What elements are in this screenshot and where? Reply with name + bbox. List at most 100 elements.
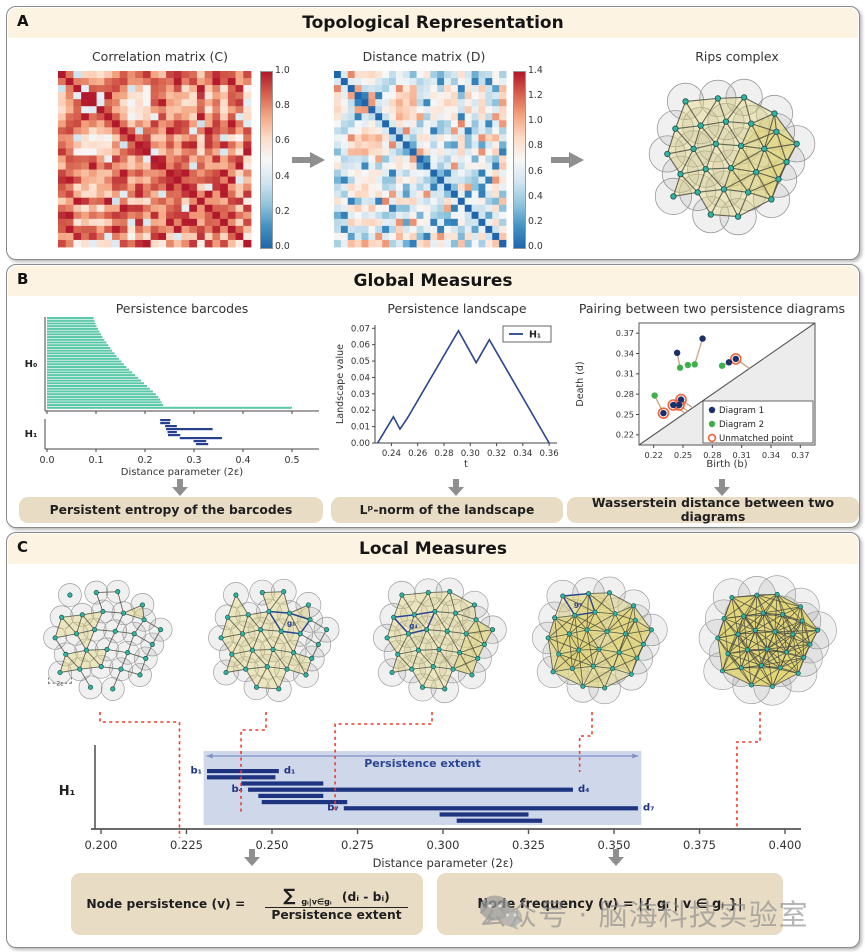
svg-text:0.32: 0.32 [487, 449, 506, 459]
svg-text:g₁: g₁ [287, 619, 296, 628]
colorbar-tick: 0.8 [528, 140, 543, 152]
colorbar-tick: 1.2 [528, 90, 543, 102]
svg-text:d₄: d₄ [578, 784, 590, 795]
svg-text:0.325: 0.325 [512, 838, 545, 852]
correlation-heatmap [58, 71, 252, 248]
rips-graph-scale-2: g₁ [208, 578, 340, 702]
panel-a-header: Topological Representation [8, 8, 858, 38]
panel-b-title: Global Measures [353, 271, 513, 291]
svg-text:0.25: 0.25 [674, 450, 692, 460]
correlation-colorbar: 1.0 0.8 0.6 0.4 0.2 0.0 [260, 65, 290, 252]
panel-b-label: B [17, 270, 29, 288]
persistence-barcodes-chart: 0.0 0.1 0.2 0.3 0.4 0.5 H₀ H₁ Distance parameter… [25, 317, 319, 478]
arrow-right-icon [292, 152, 325, 168]
svg-text:0.250: 0.250 [256, 838, 289, 852]
svg-text:0.28: 0.28 [616, 389, 634, 399]
svg-text:H₀: H₀ [25, 359, 38, 370]
svg-text:Diagram 2: Diagram 2 [719, 420, 764, 430]
svg-text:0.31: 0.31 [733, 450, 751, 460]
colorbar-tick: 1.0 [275, 65, 290, 76]
svg-text:g₄: g₄ [409, 621, 418, 630]
persistence-pairing-chart: 0.22 0.25 0.28 0.31 0.34 0.37 0.22 0.25 0.28 0.31… [575, 322, 816, 470]
rips-graph-scale-3: g₄ [372, 577, 507, 704]
svg-text:b₄: b₄ [232, 784, 244, 795]
svg-text:d₇: d₇ [643, 803, 655, 814]
distance-colorbar: 1.4 1.2 1.0 0.8 0.6 0.4 0.2 0.0 [513, 65, 543, 252]
panel-a-label: A [17, 12, 29, 30]
node-frequency-formula: Node frequency (v) = |{ gᵢ | v ∈ gᵢ }| [477, 896, 743, 912]
formula-box-node-persistence: Node persistence (v) = ∑ gᵢ|v∈gᵢ (dᵢ - bᵢ… [71, 873, 423, 935]
arrow-down-icon [244, 849, 260, 866]
node-persistence-fraction: ∑ gᵢ|v∈gᵢ (dᵢ - bᵢ) Persistence extent [259, 886, 413, 922]
svg-text:0.400: 0.400 [769, 838, 802, 852]
svg-text:H₁: H₁ [59, 784, 76, 799]
svg-text:Death (d): Death (d) [575, 361, 586, 406]
rips-complex-title: Rips complex [695, 49, 779, 64]
pairing-title: Pairing between two persistence diagrams [578, 301, 846, 316]
svg-text:0.31: 0.31 [616, 369, 634, 379]
local-barcode-chart: Persistence extent b₁ d₁ b₄ d₄ b₇ d₇ 0.200 0.225… [59, 745, 802, 870]
svg-text:0.300: 0.300 [427, 838, 460, 852]
svg-text:0.22: 0.22 [645, 450, 663, 460]
rips-graph-scale-5 [698, 575, 837, 706]
persistence-landscape-chart: 0.00 0.01 0.02 0.03 0.04 0.05 0.06 0.07 0.24 0.26… [335, 324, 559, 470]
svg-text:0.225: 0.225 [170, 838, 203, 852]
arrow-down-icon [172, 479, 188, 496]
svg-text:0.24: 0.24 [382, 449, 401, 459]
svg-text:b₇: b₇ [327, 803, 339, 814]
svg-text:0.30: 0.30 [461, 449, 480, 459]
landscape-title: Persistence landscape [387, 301, 527, 316]
colorbar-tick: 0.4 [275, 170, 290, 182]
svg-text:0.02: 0.02 [351, 406, 370, 416]
svg-text:0.07: 0.07 [351, 324, 370, 334]
svg-text:0.36: 0.36 [540, 449, 559, 459]
colorbar-tick: 0.0 [528, 241, 543, 252]
svg-text:H₁: H₁ [25, 429, 38, 440]
colorbar-tick: 0.8 [275, 100, 290, 112]
svg-text:0.00: 0.00 [351, 439, 370, 449]
svg-text:0.06: 0.06 [351, 341, 370, 351]
svg-text:Distance parameter (2ε): Distance parameter (2ε) [373, 856, 514, 870]
correlation-matrix-title: Correlation matrix (C) [91, 49, 229, 64]
svg-text:0.03: 0.03 [351, 390, 370, 400]
svg-text:0.04: 0.04 [351, 373, 370, 383]
arrow-down-icon [714, 479, 730, 496]
svg-text:0.05: 0.05 [351, 357, 370, 367]
svg-text:Distance parameter (2ε): Distance parameter (2ε) [121, 467, 244, 478]
svg-text:0.28: 0.28 [703, 450, 721, 460]
svg-text:0.34: 0.34 [762, 450, 780, 460]
panel-c-label: C [17, 538, 29, 556]
svg-text:0.375: 0.375 [683, 838, 716, 852]
svg-text:0.25: 0.25 [616, 409, 634, 419]
svg-text:Landscape value: Landscape value [335, 344, 346, 424]
arrow-down-icon [448, 479, 464, 496]
colorbar-tick: 0.2 [275, 205, 290, 217]
svg-text:0.3: 0.3 [186, 455, 201, 466]
svg-text:0.01: 0.01 [351, 423, 370, 433]
distance-heatmap [334, 71, 507, 248]
panel-b: Global Measures B Persistence barcodes P… [6, 264, 860, 528]
svg-text:0.37: 0.37 [791, 450, 809, 460]
rips-graph-scale-1: 2ε [43, 579, 173, 701]
svg-text:d₁: d₁ [284, 766, 296, 777]
svg-text:0.275: 0.275 [341, 838, 374, 852]
svg-text:0.5: 0.5 [284, 455, 299, 466]
svg-text:0.4: 0.4 [235, 455, 250, 466]
colorbar-tick: 1.0 [528, 115, 543, 127]
svg-text:0.2: 0.2 [137, 455, 152, 466]
svg-text:t: t [464, 459, 468, 470]
svg-text:0.1: 0.1 [88, 455, 103, 466]
colorbar-tick: 0.6 [528, 165, 543, 177]
colorbar-tick: 0.4 [528, 190, 543, 202]
svg-text:0.22: 0.22 [616, 430, 634, 440]
svg-text:0.350: 0.350 [598, 838, 631, 852]
panel-c: Local Measures C 2ε g₁ g₄ g₇ Persistence… [6, 532, 860, 948]
panel-c-header: Local Measures [8, 534, 858, 564]
svg-text:Persistence extent: Persistence extent [364, 757, 481, 770]
svg-text:Unmatched point: Unmatched point [719, 434, 794, 444]
measure-box-lpnorm: Lᵖ-norm of the landscape [331, 497, 563, 523]
svg-text:Birth (b): Birth (b) [706, 459, 747, 470]
measure-box-wasserstein: Wasserstein distance between two diagram… [567, 496, 859, 524]
panel-a-title: Topological Representation [302, 13, 564, 33]
